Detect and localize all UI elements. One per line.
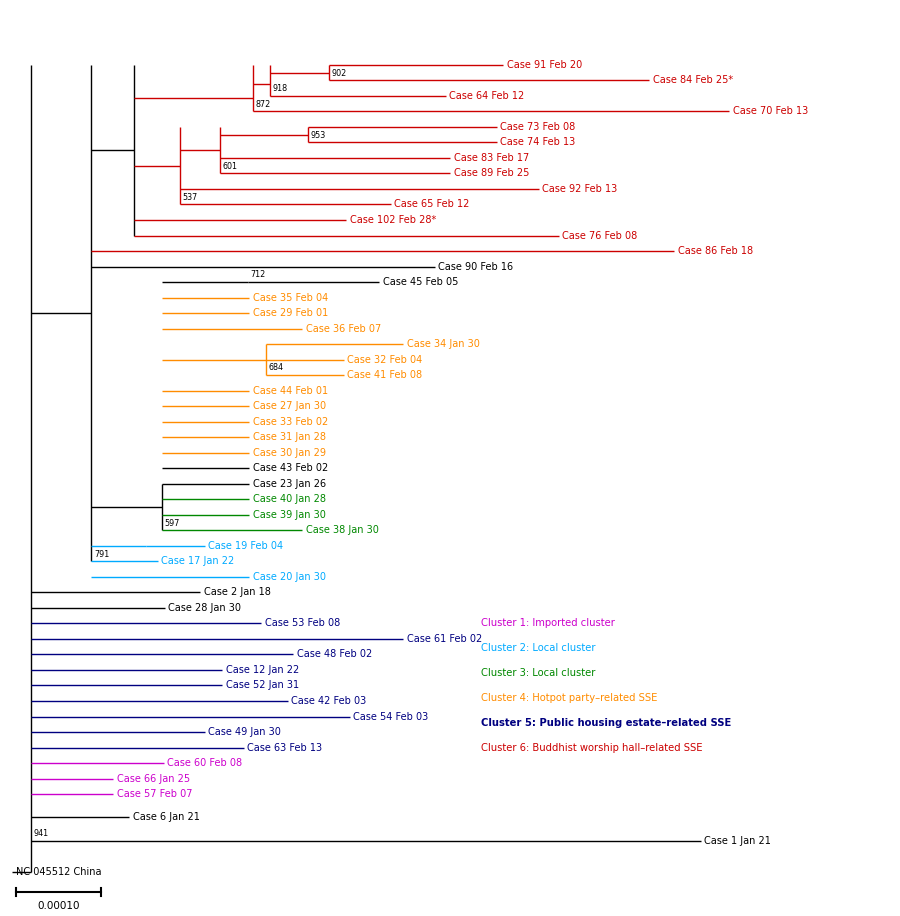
Text: Case 30 Jan 29: Case 30 Jan 29 xyxy=(253,448,326,458)
Text: 953: 953 xyxy=(311,131,326,139)
Text: Case 57 Feb 07: Case 57 Feb 07 xyxy=(117,789,193,799)
Text: Case 40 Jan 28: Case 40 Jan 28 xyxy=(253,495,326,505)
Text: Case 34 Jan 30: Case 34 Jan 30 xyxy=(407,339,480,349)
Text: 684: 684 xyxy=(268,364,284,373)
Text: Cluster 1: Imported cluster: Cluster 1: Imported cluster xyxy=(481,618,615,628)
Text: Case 91 Feb 20: Case 91 Feb 20 xyxy=(507,60,582,70)
Text: Case 54 Feb 03: Case 54 Feb 03 xyxy=(354,712,428,722)
Text: Case 36 Feb 07: Case 36 Feb 07 xyxy=(306,323,381,333)
Text: Case 74 Feb 13: Case 74 Feb 13 xyxy=(500,137,576,147)
Text: Case 52 Jan 31: Case 52 Jan 31 xyxy=(226,681,299,691)
Text: Case 19 Feb 04: Case 19 Feb 04 xyxy=(208,540,284,551)
Text: Case 39 Jan 30: Case 39 Jan 30 xyxy=(253,510,326,519)
Text: NC 045512 China: NC 045512 China xyxy=(16,867,102,877)
Text: 0.00010: 0.00010 xyxy=(37,901,80,911)
Text: Case 49 Jan 30: Case 49 Jan 30 xyxy=(208,727,281,737)
Text: 941: 941 xyxy=(34,829,49,838)
Text: Case 53 Feb 08: Case 53 Feb 08 xyxy=(265,618,340,628)
Text: Case 65 Feb 12: Case 65 Feb 12 xyxy=(394,200,470,210)
Text: Case 92 Feb 13: Case 92 Feb 13 xyxy=(542,184,617,194)
Text: Case 23 Jan 26: Case 23 Jan 26 xyxy=(253,479,326,489)
Text: Case 38 Jan 30: Case 38 Jan 30 xyxy=(306,525,379,535)
Text: Cluster 2: Local cluster: Cluster 2: Local cluster xyxy=(481,643,596,653)
Text: Case 32 Feb 04: Case 32 Feb 04 xyxy=(347,354,422,365)
Text: 902: 902 xyxy=(331,69,346,78)
Text: Case 48 Feb 02: Case 48 Feb 02 xyxy=(297,649,372,660)
Text: Case 31 Jan 28: Case 31 Jan 28 xyxy=(253,432,326,442)
Text: Case 20 Jan 30: Case 20 Jan 30 xyxy=(253,572,326,582)
Text: Cluster 6: Buddhist worship hall–related SSE: Cluster 6: Buddhist worship hall–related… xyxy=(481,743,703,753)
Text: Case 84 Feb 25*: Case 84 Feb 25* xyxy=(652,75,733,85)
Text: Case 44 Feb 01: Case 44 Feb 01 xyxy=(253,386,328,396)
Text: 712: 712 xyxy=(251,270,266,279)
Text: Case 60 Feb 08: Case 60 Feb 08 xyxy=(167,758,243,768)
Text: Case 28 Jan 30: Case 28 Jan 30 xyxy=(168,603,241,613)
Text: Case 70 Feb 13: Case 70 Feb 13 xyxy=(733,106,808,116)
Text: Case 1 Jan 21: Case 1 Jan 21 xyxy=(704,835,771,845)
Text: Case 45 Feb 05: Case 45 Feb 05 xyxy=(382,277,458,287)
Text: Case 73 Feb 08: Case 73 Feb 08 xyxy=(500,122,576,132)
Text: 918: 918 xyxy=(273,84,288,93)
Text: 791: 791 xyxy=(94,550,109,559)
Text: Case 64 Feb 12: Case 64 Feb 12 xyxy=(449,91,525,101)
Text: Cluster 5: Public housing estate–related SSE: Cluster 5: Public housing estate–related… xyxy=(481,718,731,727)
Text: Case 90 Feb 16: Case 90 Feb 16 xyxy=(438,262,514,271)
Text: Case 2 Jan 18: Case 2 Jan 18 xyxy=(203,587,271,597)
Text: Case 43 Feb 02: Case 43 Feb 02 xyxy=(253,463,328,474)
Text: Case 42 Feb 03: Case 42 Feb 03 xyxy=(292,696,366,706)
Text: Case 61 Feb 02: Case 61 Feb 02 xyxy=(407,634,482,644)
Text: Case 35 Feb 04: Case 35 Feb 04 xyxy=(253,292,328,302)
Text: 872: 872 xyxy=(256,100,270,109)
Text: 537: 537 xyxy=(183,192,198,202)
Text: Cluster 3: Local cluster: Cluster 3: Local cluster xyxy=(481,668,596,678)
Text: Case 12 Jan 22: Case 12 Jan 22 xyxy=(226,665,299,675)
Text: Case 17 Jan 22: Case 17 Jan 22 xyxy=(161,556,235,566)
Text: Case 29 Feb 01: Case 29 Feb 01 xyxy=(253,308,328,318)
Text: Case 76 Feb 08: Case 76 Feb 08 xyxy=(562,231,638,241)
Text: Case 83 Feb 17: Case 83 Feb 17 xyxy=(454,153,529,163)
Text: Case 63 Feb 13: Case 63 Feb 13 xyxy=(248,743,322,753)
Text: Case 27 Jan 30: Case 27 Jan 30 xyxy=(253,401,326,411)
Text: Case 6 Jan 21: Case 6 Jan 21 xyxy=(133,812,200,823)
Text: 597: 597 xyxy=(165,518,180,528)
Text: Case 89 Feb 25: Case 89 Feb 25 xyxy=(454,169,529,179)
Text: Case 102 Feb 28*: Case 102 Feb 28* xyxy=(350,215,436,225)
Text: Case 66 Jan 25: Case 66 Jan 25 xyxy=(117,774,190,783)
Text: Case 33 Feb 02: Case 33 Feb 02 xyxy=(253,417,328,427)
Text: 601: 601 xyxy=(222,161,238,170)
Text: Case 41 Feb 08: Case 41 Feb 08 xyxy=(347,370,422,380)
Text: Case 86 Feb 18: Case 86 Feb 18 xyxy=(678,246,752,256)
Text: Cluster 4: Hotpot party–related SSE: Cluster 4: Hotpot party–related SSE xyxy=(481,692,657,703)
